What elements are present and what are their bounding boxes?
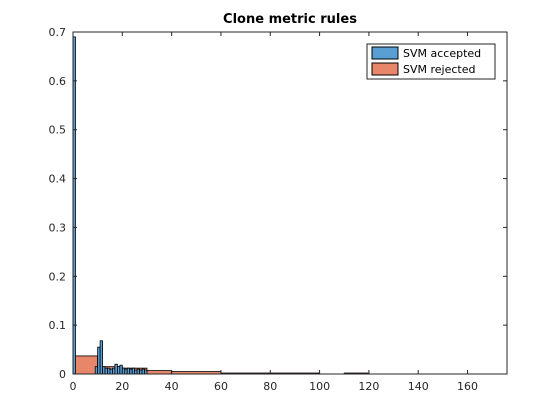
x-tick-label: 20 <box>115 380 129 393</box>
bar-rejected-3 <box>146 370 173 375</box>
plot-background <box>73 32 507 374</box>
y-tick-label: 0.3 <box>49 221 67 234</box>
y-axis: 0 0.1 0.2 0.3 0.4 0.5 0.6 0.7 <box>49 26 507 381</box>
y-tick-label: 0.6 <box>49 75 67 88</box>
legend-swatch-rejected <box>371 62 399 76</box>
x-tick-label: 0 <box>70 380 77 393</box>
x-tick-label: 80 <box>263 380 277 393</box>
x-tick-label: 140 <box>408 380 429 393</box>
y-tick-label: 0.1 <box>49 319 67 332</box>
x-tick-label: 100 <box>309 380 330 393</box>
x-tick-label: 60 <box>214 380 228 393</box>
bar-rejected-0 <box>72 355 99 375</box>
y-tick-label: 0.4 <box>49 173 67 186</box>
y-tick-label: 0.5 <box>49 124 67 137</box>
y-tick-label: 0.2 <box>49 270 67 283</box>
chart-title: Clone metric rules <box>223 12 357 27</box>
legend: SVM accepted SVM rejected <box>366 43 496 80</box>
y-tick-label: 0.7 <box>49 26 67 39</box>
plot-frame <box>72 31 508 375</box>
x-tick-label: 160 <box>457 380 478 393</box>
bar-accepted-21 <box>144 369 148 375</box>
x-tick-label: 120 <box>358 380 379 393</box>
legend-label-accepted: SVM accepted <box>403 47 481 60</box>
legend-swatch-accepted <box>371 46 399 60</box>
legend-label-rejected: SVM rejected <box>403 63 475 76</box>
x-axis: 0 20 40 60 80 100 120 140 160 <box>70 32 478 393</box>
y-tick-label: 0 <box>59 368 66 381</box>
x-tick-label: 40 <box>165 380 179 393</box>
